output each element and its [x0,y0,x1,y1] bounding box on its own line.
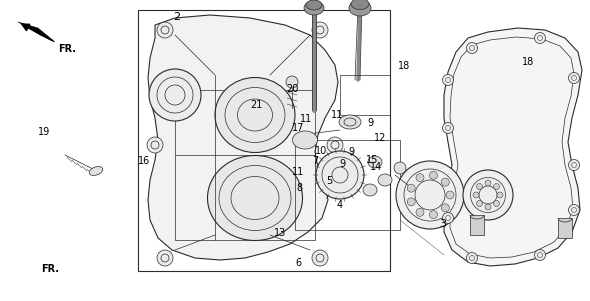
Text: 19: 19 [38,127,50,138]
Bar [138,10,390,271]
Ellipse shape [396,161,464,229]
Ellipse shape [473,192,479,198]
Ellipse shape [215,77,295,153]
Text: 9: 9 [348,147,354,157]
Ellipse shape [467,42,477,54]
Ellipse shape [306,0,322,10]
Ellipse shape [535,33,546,44]
Ellipse shape [351,0,369,10]
Text: 13: 13 [274,228,286,238]
Ellipse shape [316,151,364,199]
Ellipse shape [208,156,303,240]
Ellipse shape [463,170,513,220]
Ellipse shape [485,180,491,186]
Ellipse shape [441,178,450,186]
Text: 5: 5 [326,175,332,186]
Ellipse shape [339,115,361,129]
Text: 10: 10 [316,145,327,156]
Ellipse shape [293,131,317,149]
Ellipse shape [569,73,579,83]
Text: 9: 9 [368,118,373,129]
Ellipse shape [416,208,424,216]
Text: 6: 6 [295,258,301,268]
Ellipse shape [442,75,454,85]
Ellipse shape [147,137,163,153]
Polygon shape [148,15,338,260]
Ellipse shape [349,0,371,16]
Text: 8: 8 [297,183,303,193]
Ellipse shape [430,211,437,219]
Ellipse shape [442,213,454,224]
Text: 21: 21 [251,100,263,110]
Text: 9: 9 [339,159,345,169]
Ellipse shape [442,123,454,134]
Ellipse shape [569,204,579,216]
Text: 4: 4 [336,200,342,210]
Bar [558,218,572,238]
Ellipse shape [497,192,503,198]
Text: 12: 12 [375,133,386,144]
Ellipse shape [430,171,437,179]
Text: 15: 15 [366,154,378,165]
Text: 20: 20 [286,84,298,94]
Ellipse shape [157,22,173,38]
Text: 18: 18 [522,57,534,67]
Ellipse shape [416,174,424,182]
Ellipse shape [89,166,103,175]
Ellipse shape [569,160,579,170]
Text: 17: 17 [292,123,304,133]
Text: 16: 16 [139,156,150,166]
Ellipse shape [407,198,415,206]
Bar [175,90,315,240]
Ellipse shape [368,156,382,168]
Text: FR.: FR. [41,264,59,275]
Ellipse shape [446,191,454,199]
Ellipse shape [477,184,483,190]
Ellipse shape [149,69,201,121]
Text: 2: 2 [173,11,181,22]
Text: 3: 3 [439,219,446,229]
Text: 11: 11 [332,110,343,120]
Ellipse shape [485,204,491,210]
Ellipse shape [493,184,500,190]
Text: 18: 18 [398,61,410,71]
Text: FR.: FR. [58,44,76,54]
Ellipse shape [407,184,415,192]
Text: 11: 11 [292,166,304,177]
Polygon shape [18,22,55,42]
Ellipse shape [312,250,328,266]
Ellipse shape [535,250,546,260]
Text: 7: 7 [313,156,319,166]
Text: 11: 11 [300,114,312,124]
Ellipse shape [477,200,483,206]
Ellipse shape [378,174,392,186]
Bar [340,75,390,115]
Ellipse shape [363,184,377,196]
Ellipse shape [312,22,328,38]
Ellipse shape [286,76,298,88]
Ellipse shape [394,162,406,174]
Ellipse shape [327,137,343,153]
Bar [295,140,400,230]
Ellipse shape [441,204,450,212]
Text: 14: 14 [371,162,382,172]
Polygon shape [444,28,582,266]
Ellipse shape [493,200,500,206]
Ellipse shape [157,250,173,266]
Ellipse shape [304,1,324,15]
Bar [470,215,484,235]
Ellipse shape [467,253,477,263]
